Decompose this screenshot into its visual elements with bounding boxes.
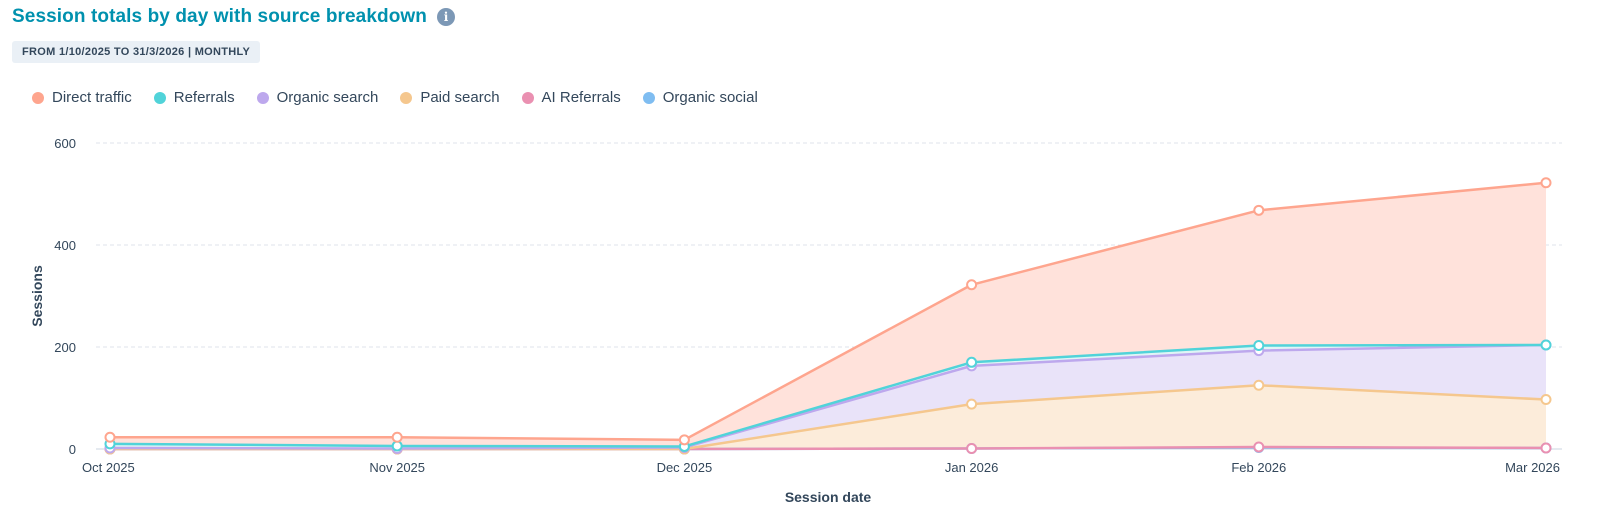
legend-label: Paid search	[420, 89, 500, 106]
y-tick-label: 0	[69, 442, 76, 457]
data-point-paid-search	[1253, 379, 1265, 391]
legend-item-organic-social[interactable]: Organic social	[642, 89, 758, 106]
data-point-referrals	[966, 356, 978, 368]
title-row: Session totals by day with source breakd…	[12, 6, 456, 28]
line-direct-traffic	[110, 181, 1547, 442]
data-point-direct-traffic	[104, 431, 116, 443]
legend-dot-icon	[153, 91, 166, 104]
legend-label: Organic search	[276, 89, 379, 106]
line-organic-search	[109, 343, 1547, 450]
chart-legend: Direct traffic Referrals Organic search Pai…	[32, 89, 758, 106]
legend-dot-icon	[32, 91, 44, 104]
line-referrals	[109, 343, 1547, 448]
data-point-ai-referrals	[1253, 441, 1265, 453]
x-tick-label: Jan 2026	[945, 460, 999, 475]
data-point-direct-traffic	[966, 279, 978, 291]
data-point-direct-traffic	[391, 431, 403, 443]
legend-item-ai-referrals[interactable]: AI Referrals	[521, 89, 621, 106]
chart-title: Session totals by day with source breakd…	[12, 6, 428, 27]
x-axis-title: Session date	[785, 489, 872, 505]
legend-dot-icon	[642, 91, 655, 104]
area-organic-search	[110, 344, 1546, 449]
data-point-direct-traffic	[1540, 177, 1552, 189]
x-tick-label: Mar 2026	[1505, 460, 1560, 475]
data-point-paid-search	[966, 398, 978, 410]
info-circle-icon[interactable]: i	[437, 8, 456, 26]
legend-dot-icon	[400, 91, 413, 104]
date-range-badge: FROM 1/10/2025 TO 31/3/2026 | MONTHLY	[12, 41, 261, 63]
data-point-referrals	[391, 440, 403, 452]
legend-label: AI Referrals	[541, 89, 621, 106]
x-tick-label: Feb 2026	[1231, 460, 1286, 475]
data-point-direct-traffic	[678, 434, 690, 446]
data-point-ai-referrals	[1540, 442, 1552, 454]
y-tick-label: 200	[54, 340, 76, 355]
legend-dot-icon	[256, 91, 269, 104]
legend-item-organic-search[interactable]: Organic search	[256, 89, 379, 106]
legend-label: Direct traffic	[52, 89, 132, 106]
legend-label: Referrals	[173, 89, 235, 106]
area-paid-search	[110, 385, 1546, 449]
legend-item-direct-traffic[interactable]: Direct traffic	[32, 89, 132, 106]
data-point-ai-referrals	[966, 442, 978, 454]
x-tick-label: Nov 2025	[369, 460, 425, 475]
y-axis-title: Sessions	[29, 265, 45, 327]
data-point-direct-traffic	[1253, 204, 1265, 216]
data-point-paid-search	[1540, 394, 1552, 406]
y-tick-label: 600	[54, 136, 76, 151]
legend-item-paid-search[interactable]: Paid search	[400, 89, 500, 106]
x-tick-label: Dec 2025	[657, 460, 713, 475]
data-point-referrals	[1540, 339, 1552, 351]
area-direct-traffic	[110, 182, 1546, 447]
legend-label: Organic social	[662, 89, 758, 106]
data-point-referrals	[1253, 339, 1265, 351]
legend-item-referrals[interactable]: Referrals	[153, 89, 235, 106]
x-tick-label: Oct 2025	[82, 460, 135, 475]
y-tick-label: 400	[54, 238, 76, 253]
legend-dot-icon	[521, 91, 534, 104]
